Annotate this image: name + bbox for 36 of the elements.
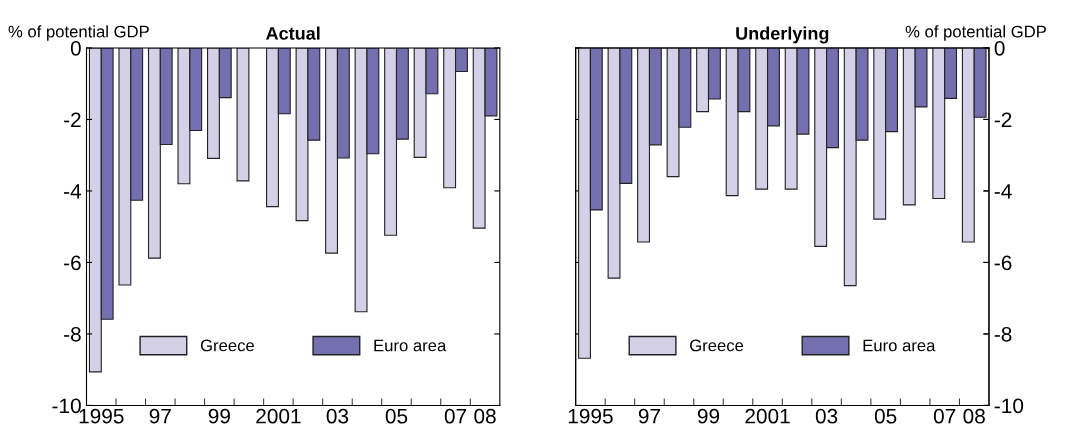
y2-tick-label: -10 (994, 398, 1024, 414)
legend-label: Euro area (374, 339, 447, 352)
y-tick-label: -2 (64, 112, 81, 127)
x-tick-label: 08 (474, 408, 496, 424)
x-tick-label: 1995 (79, 408, 124, 424)
y-tick-label: 0 (70, 40, 81, 56)
x-tick-label: 2001 (256, 408, 301, 424)
x-tick-label: 03 (815, 408, 838, 424)
x-tick-label: 97 (638, 408, 660, 424)
x-tick-label: 05 (874, 408, 897, 424)
y2-tick-label: -8 (994, 326, 1012, 342)
legend-label: Euro area (863, 339, 936, 352)
x-tick-label: 99 (208, 408, 230, 424)
chart-title: Underlying (736, 26, 829, 44)
y-axis-title: % of potential GDP (8, 25, 149, 41)
x-tick-label: 99 (697, 408, 720, 424)
y-tick-label: -10 (52, 398, 81, 414)
y2-tick-label: -2 (994, 112, 1012, 127)
x-tick-label: 08 (963, 408, 985, 424)
legend-label: Greece (690, 339, 744, 352)
x-tick-label: 07 (444, 408, 467, 424)
y2-axis-title: % of potential GDP (905, 25, 1046, 41)
y2-tick-label: -6 (994, 255, 1012, 271)
x-tick-label: 97 (149, 408, 171, 424)
x-tick-label: 2001 (745, 408, 790, 424)
y2-tick-label: -4 (994, 184, 1012, 199)
y-tick-label: -6 (64, 255, 81, 271)
x-tick-label: 05 (385, 408, 408, 424)
y2-tick-label: 0 (994, 40, 1005, 56)
x-tick-label: 07 (933, 408, 956, 424)
x-tick-label: 1995 (568, 408, 613, 424)
x-tick-label: 03 (326, 408, 349, 424)
y-tick-label: -4 (64, 184, 82, 199)
legend-label: Greece (200, 339, 254, 352)
chart-title: Actual (266, 26, 320, 40)
y-tick-label: -8 (64, 326, 81, 342)
